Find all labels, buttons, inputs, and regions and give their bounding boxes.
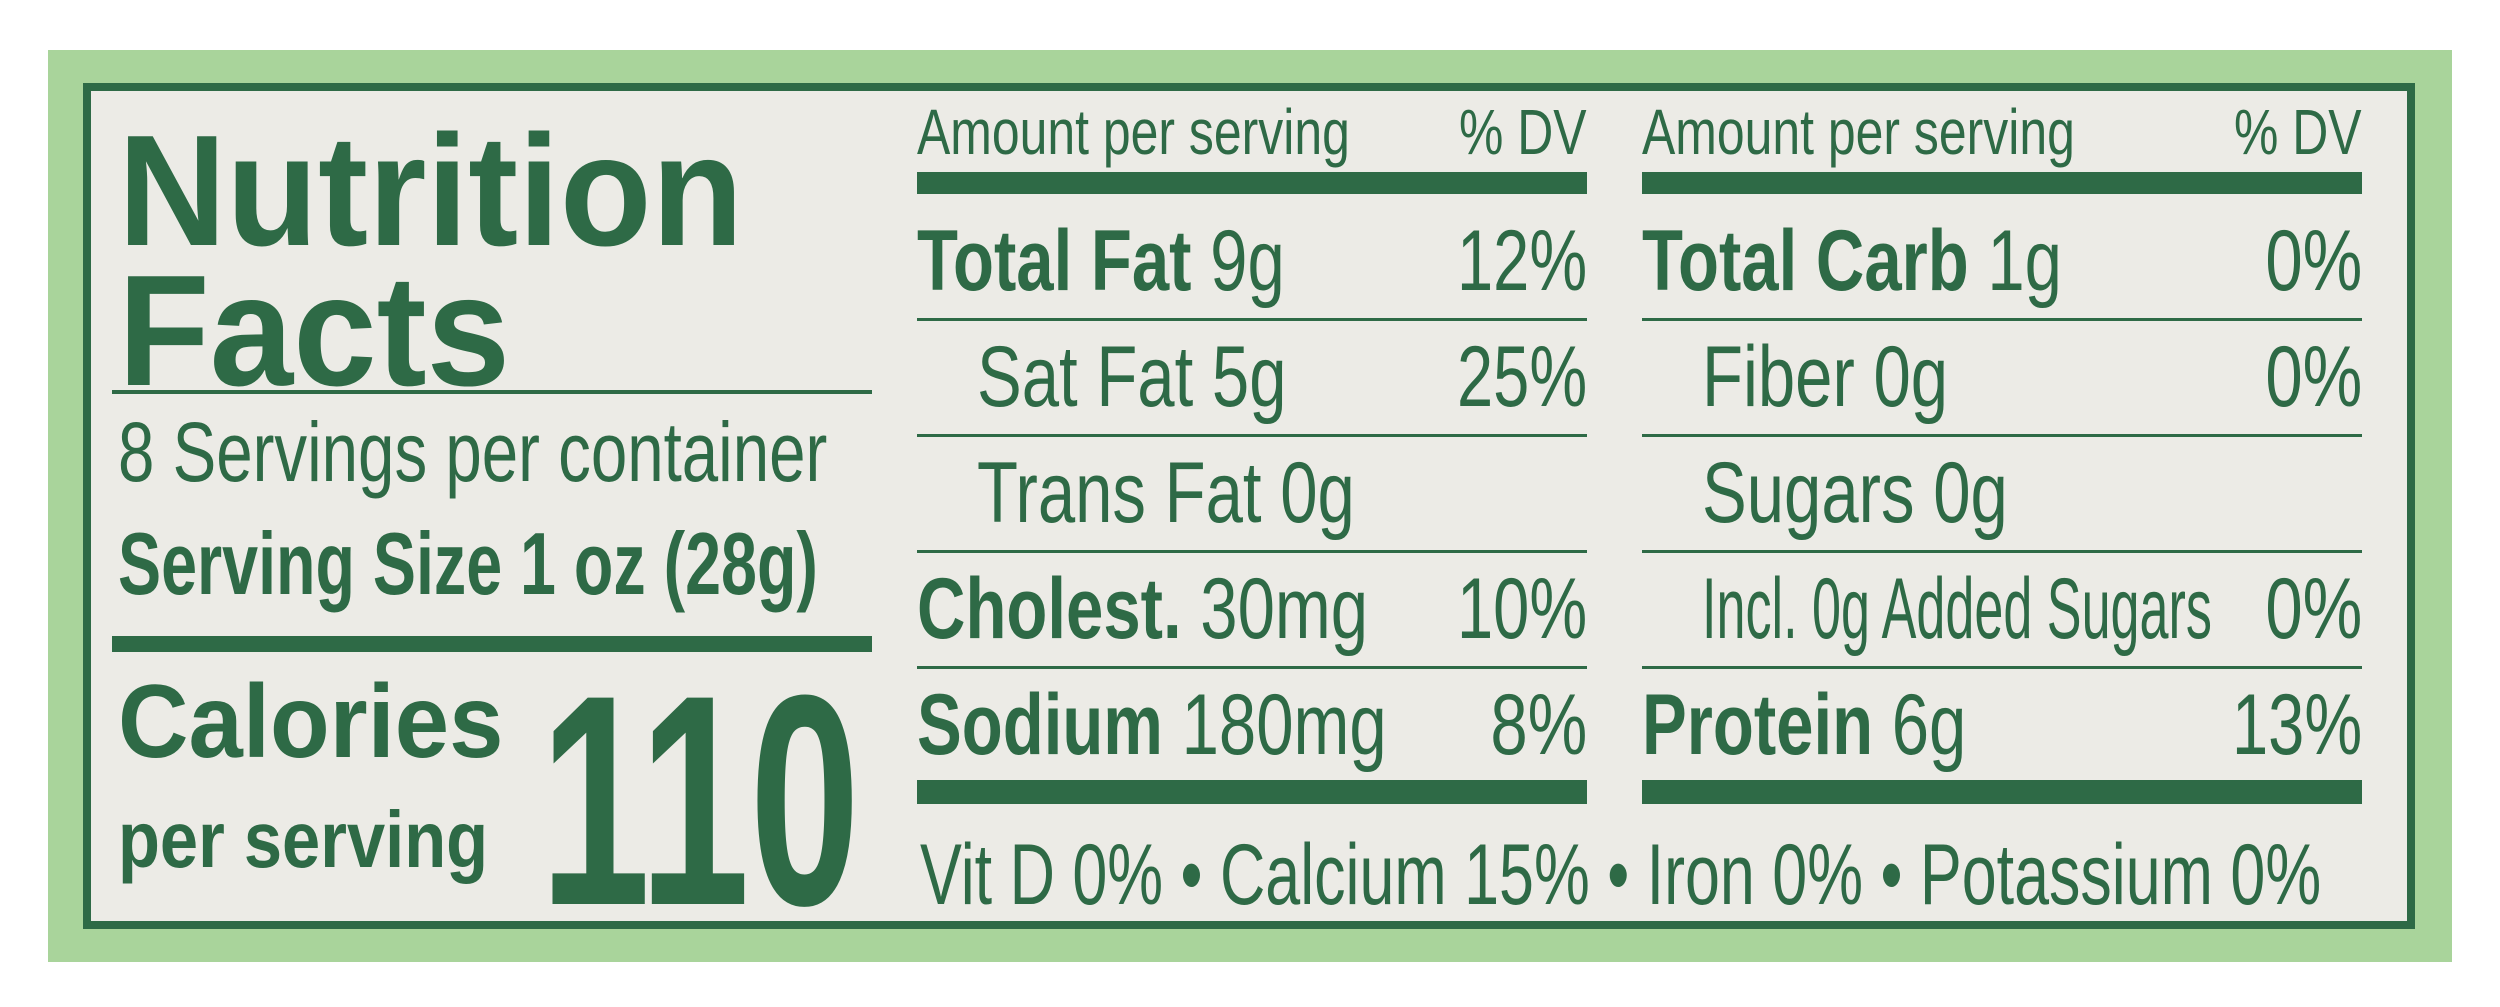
thick-divider [917, 780, 1587, 804]
nutrient-name: Trans Fat [977, 445, 1262, 541]
nutrient-name: Sugars [1702, 445, 1915, 541]
thick-divider [917, 172, 1587, 194]
title-facts: Facts [118, 243, 511, 419]
nutrient-amount: 0g [1280, 445, 1355, 541]
nutrient-dv: 0% [2265, 213, 2362, 309]
calories-sub: per serving [118, 795, 489, 884]
nutrient-row: Protein 6g [1642, 682, 1966, 768]
thick-divider [112, 636, 872, 652]
nutrient-dv: 10% [1456, 561, 1587, 657]
nutrient-name: Protein [1642, 677, 1874, 773]
nutrient-amount: 5g [1211, 329, 1287, 425]
nutrient-row: Cholest. 30mg [917, 566, 1368, 652]
calories-value: 110 [540, 632, 860, 968]
row-divider [1642, 318, 2362, 321]
nutrient-row: Fiber 0g [1702, 334, 1948, 420]
nutrient-name: Incl. 0g Added Sugars [1702, 561, 2212, 657]
header-dv: % DV [1459, 96, 1587, 168]
nutrient-name: Sat Fat [977, 329, 1194, 425]
header-amount: Amount per serving [917, 96, 1350, 168]
calories-label: Calories [118, 664, 504, 780]
nutrient-row: Sugars 0g [1702, 450, 2008, 536]
nutrient-dv: 25% [1456, 329, 1587, 425]
row-divider [1642, 434, 2362, 437]
nutrient-amount: 1g [1987, 213, 2062, 309]
nutrient-amount: 6g [1891, 677, 1967, 773]
vitamins-minerals: Vit D 0% • Calcium 15% • Iron 0% • Potas… [920, 827, 2322, 923]
row-divider [917, 434, 1587, 437]
nutrient-amount: 0g [1873, 329, 1949, 425]
row-divider [917, 550, 1587, 553]
nutrient-name: Fiber [1702, 329, 1855, 425]
nutrient-row: Total Carb 1g [1642, 218, 2062, 304]
title-nutrition: Nutrition [118, 103, 744, 279]
nutrient-row: Sodium 180mg [917, 682, 1387, 768]
nutrient-dv: 8% [1490, 677, 1587, 773]
servings-per-container: 8 Servings per container [118, 405, 828, 499]
nutrient-dv: 0% [2265, 561, 2362, 657]
row-divider [917, 666, 1587, 669]
row-divider [1642, 666, 2362, 669]
nutrient-amount: 30mg [1200, 561, 1369, 657]
nutrient-row: Sat Fat 5g [977, 334, 1287, 420]
nutrient-row: Total Fat 9g [917, 218, 1285, 304]
nutrient-amount: 9g [1210, 213, 1285, 309]
nutrient-name: Sodium [917, 677, 1163, 773]
row-divider [917, 318, 1587, 321]
header-dv: % DV [2234, 96, 2362, 168]
nutrient-row: Incl. 0g Added Sugars [1702, 566, 2212, 652]
nutrient-row: Trans Fat 0g [977, 450, 1355, 536]
divider [112, 390, 872, 394]
nutrient-dv: 0% [2265, 329, 2362, 425]
nutrient-dv: 13% [2231, 677, 2362, 773]
nutrient-name: Total Carb [1642, 213, 1969, 309]
thick-divider [1642, 780, 2362, 804]
thick-divider [1642, 172, 2362, 194]
nutrient-amount: 180mg [1181, 677, 1387, 773]
nutrient-dv: 12% [1456, 213, 1587, 309]
header-amount: Amount per serving [1642, 96, 2075, 168]
nutrient-name: Cholest. [917, 561, 1182, 657]
serving-size: Serving Size 1 oz (28g) [118, 514, 818, 613]
nutrient-name: Total Fat [917, 213, 1192, 309]
nutrient-amount: 0g [1933, 445, 2008, 541]
row-divider [1642, 550, 2362, 553]
